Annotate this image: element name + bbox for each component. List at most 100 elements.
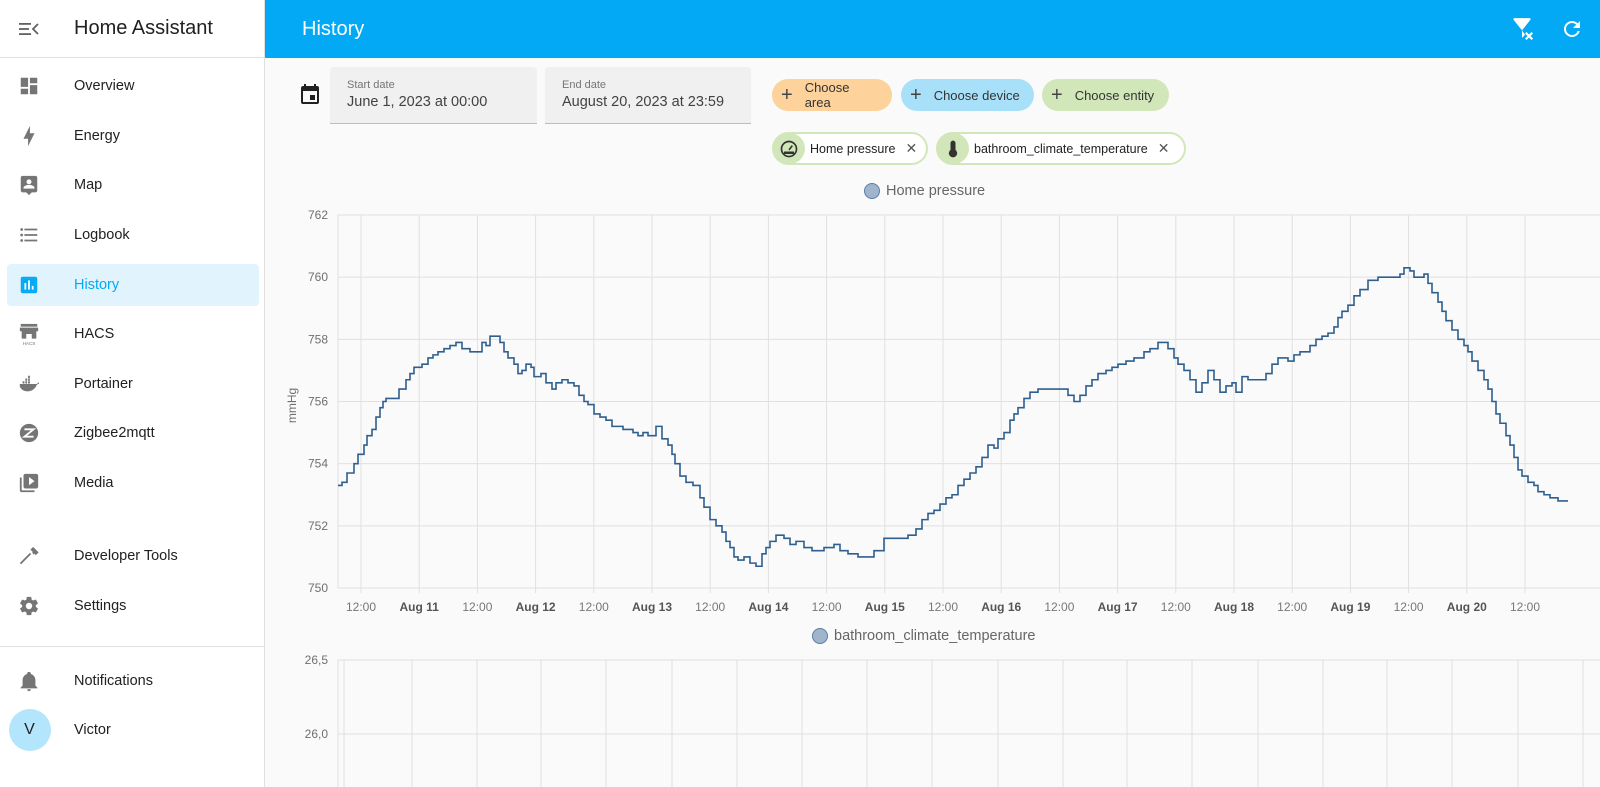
sidebar-item-settings[interactable]: Settings [7,585,259,627]
sidebar-item-logbook[interactable]: Logbook [7,214,259,256]
sidebar-item-label: Developer Tools [74,548,178,564]
svg-text:mmHg: mmHg [285,388,299,423]
format-list-icon [7,224,51,246]
sidebar-item-user[interactable]: V Victor [7,709,259,751]
svg-text:Aug 19: Aug 19 [1330,600,1370,614]
sidebar-item-portainer[interactable]: Portainer [7,363,259,405]
hammer-icon [7,545,51,567]
docker-icon [7,373,51,395]
svg-text:12:00: 12:00 [1510,600,1540,614]
end-date-field[interactable]: End date August 20, 2023 at 23:59 [545,67,751,124]
plus-icon: + [910,84,922,106]
clear-filter-button[interactable] [1508,15,1536,43]
entity-chip-bathroom-temperature[interactable]: bathroom_climate_temperature ✕ [936,132,1186,165]
refresh-button[interactable] [1558,15,1586,43]
avatar: V [8,709,51,751]
svg-text:Aug 13: Aug 13 [632,600,672,614]
svg-text:762: 762 [308,208,328,222]
entity-chip-home-pressure[interactable]: Home pressure ✕ [772,132,928,165]
svg-text:Aug 11: Aug 11 [400,600,440,614]
sidebar-item-energy[interactable]: Energy [7,115,259,157]
dashboard-icon [7,75,51,97]
start-date-field[interactable]: Start date June 1, 2023 at 00:00 [330,67,537,124]
sidebar-item-label: Portainer [74,376,133,392]
sidebar-item-label: Notifications [74,673,153,689]
sidebar-item-history[interactable]: History [7,264,259,306]
remove-entity-icon[interactable]: ✕ [905,140,918,156]
choose-device-label: Choose device [933,87,1020,103]
play-box-multiple-icon [7,472,51,494]
svg-text:12:00: 12:00 [928,600,958,614]
page-title: History [302,17,365,40]
svg-text:26,5: 26,5 [305,653,329,667]
bathroom-temperature-chart[interactable]: 26,5 26,0 [265,650,1600,787]
choose-entity-button[interactable]: + Choose entity [1042,79,1169,111]
sidebar-item-zigbee2mqtt[interactable]: Zigbee2mqtt [7,412,259,454]
start-date-value: June 1, 2023 at 00:00 [347,94,488,110]
svg-text:Aug 15: Aug 15 [865,600,905,614]
svg-text:12:00: 12:00 [1277,600,1307,614]
app-toolbar: History [265,0,1600,58]
app-title: Home Assistant [74,17,213,39]
remove-entity-icon[interactable]: ✕ [1157,140,1170,156]
cog-icon [7,595,51,617]
svg-text:HACS: HACS [23,341,36,346]
sidebar-item-label: Zigbee2mqtt [74,425,155,441]
refresh-icon [1564,21,1580,37]
sidebar-item-map[interactable]: Map [7,164,259,206]
sidebar: Home Assistant Overview Energy Map Logbo… [0,0,265,787]
svg-text:Aug 18: Aug 18 [1214,600,1254,614]
zigbee-icon [7,422,51,444]
start-date-label: Start date [347,79,395,91]
sidebar-item-label: Media [74,475,114,491]
menu-toggle-button[interactable] [0,0,58,58]
svg-text:12:00: 12:00 [812,600,842,614]
svg-text:12:00: 12:00 [346,600,376,614]
map-account-icon [7,174,51,196]
chart-legend-home-pressure[interactable]: Home pressure [864,183,985,199]
thermometer-icon [937,133,969,164]
date-picker-button[interactable] [298,83,322,112]
chart-legend-bathroom-temperature[interactable]: bathroom_climate_temperature [812,628,1036,644]
svg-text:12:00: 12:00 [1161,600,1191,614]
svg-text:12:00: 12:00 [695,600,725,614]
choose-device-button[interactable]: + Choose device [901,79,1034,111]
sidebar-item-media[interactable]: Media [7,462,259,504]
bell-icon [7,670,51,692]
hacs-store-icon: HACS [7,322,51,346]
legend-label: Home pressure [886,183,986,199]
entity-chip-label: Home pressure [810,141,896,156]
svg-text:750: 750 [308,581,328,595]
svg-text:Aug 12: Aug 12 [516,600,556,614]
svg-text:Aug 20: Aug 20 [1447,600,1487,614]
sidebar-item-developer-tools[interactable]: Developer Tools [7,535,259,577]
choose-entity-label: Choose entity [1074,87,1155,103]
sidebar-item-notifications[interactable]: Notifications [7,660,259,702]
home-pressure-chart[interactable]: 762 760 758 756 754 752 750 12:00 Aug 11 12:00 Aug… [265,200,1600,620]
user-name: Victor [74,722,111,738]
end-date-label: End date [562,79,607,91]
svg-text:12:00: 12:00 [1044,600,1074,614]
sidebar-item-overview[interactable]: Overview [7,65,259,107]
choose-area-label: Choose area [804,80,850,110]
legend-dot-icon [864,183,880,199]
svg-text:756: 756 [308,395,328,409]
sidebar-item-label: Energy [74,128,120,144]
svg-text:752: 752 [308,519,328,533]
sidebar-item-label: Overview [74,78,135,94]
svg-text:760: 760 [308,270,328,284]
calendar-icon [301,84,319,104]
entity-chip-label: bathroom_climate_temperature [974,141,1148,156]
svg-text:12:00: 12:00 [1394,600,1424,614]
svg-text:754: 754 [308,457,328,471]
sidebar-item-hacs[interactable]: HACS HACS [7,313,259,355]
filter-remove-icon [1513,18,1534,41]
choose-area-button[interactable]: + Choose area [772,79,892,111]
sidebar-item-label: Logbook [74,227,130,243]
lightning-bolt-icon [7,125,51,147]
sidebar-item-label: Settings [74,598,127,614]
sidebar-item-label: HACS [74,326,115,342]
sidebar-item-label: History [74,277,120,293]
svg-text:Aug 14: Aug 14 [748,600,788,614]
menu-collapse-icon [19,22,39,35]
